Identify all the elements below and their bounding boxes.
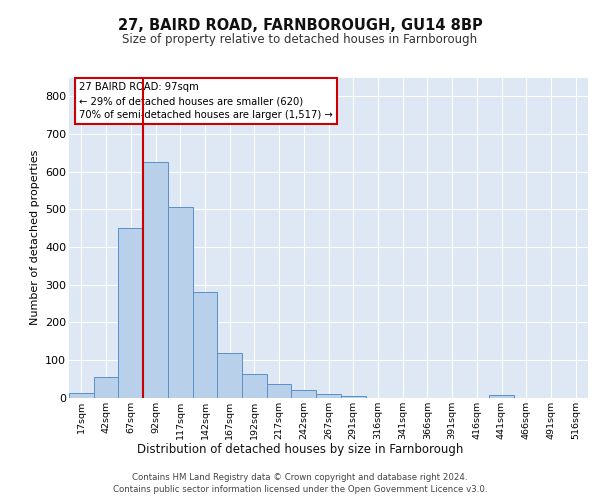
Bar [316,394,341,398]
Bar [292,390,316,398]
Bar [489,395,514,398]
Bar [267,384,292,398]
Bar [242,374,267,398]
Bar [143,162,168,398]
Text: 27, BAIRD ROAD, FARNBOROUGH, GU14 8BP: 27, BAIRD ROAD, FARNBOROUGH, GU14 8BP [118,18,482,32]
Bar [94,377,118,398]
Text: Contains HM Land Registry data © Crown copyright and database right 2024.: Contains HM Land Registry data © Crown c… [132,472,468,482]
Bar [193,292,217,398]
Text: Size of property relative to detached houses in Farnborough: Size of property relative to detached ho… [122,32,478,46]
Bar [168,208,193,398]
Bar [118,228,143,398]
Bar [217,353,242,398]
Text: 27 BAIRD ROAD: 97sqm
← 29% of detached houses are smaller (620)
70% of semi-deta: 27 BAIRD ROAD: 97sqm ← 29% of detached h… [79,82,333,120]
Text: Contains public sector information licensed under the Open Government Licence v3: Contains public sector information licen… [113,485,487,494]
Bar [341,396,365,398]
Text: Distribution of detached houses by size in Farnborough: Distribution of detached houses by size … [137,442,463,456]
Y-axis label: Number of detached properties: Number of detached properties [29,150,40,325]
Bar [69,393,94,398]
